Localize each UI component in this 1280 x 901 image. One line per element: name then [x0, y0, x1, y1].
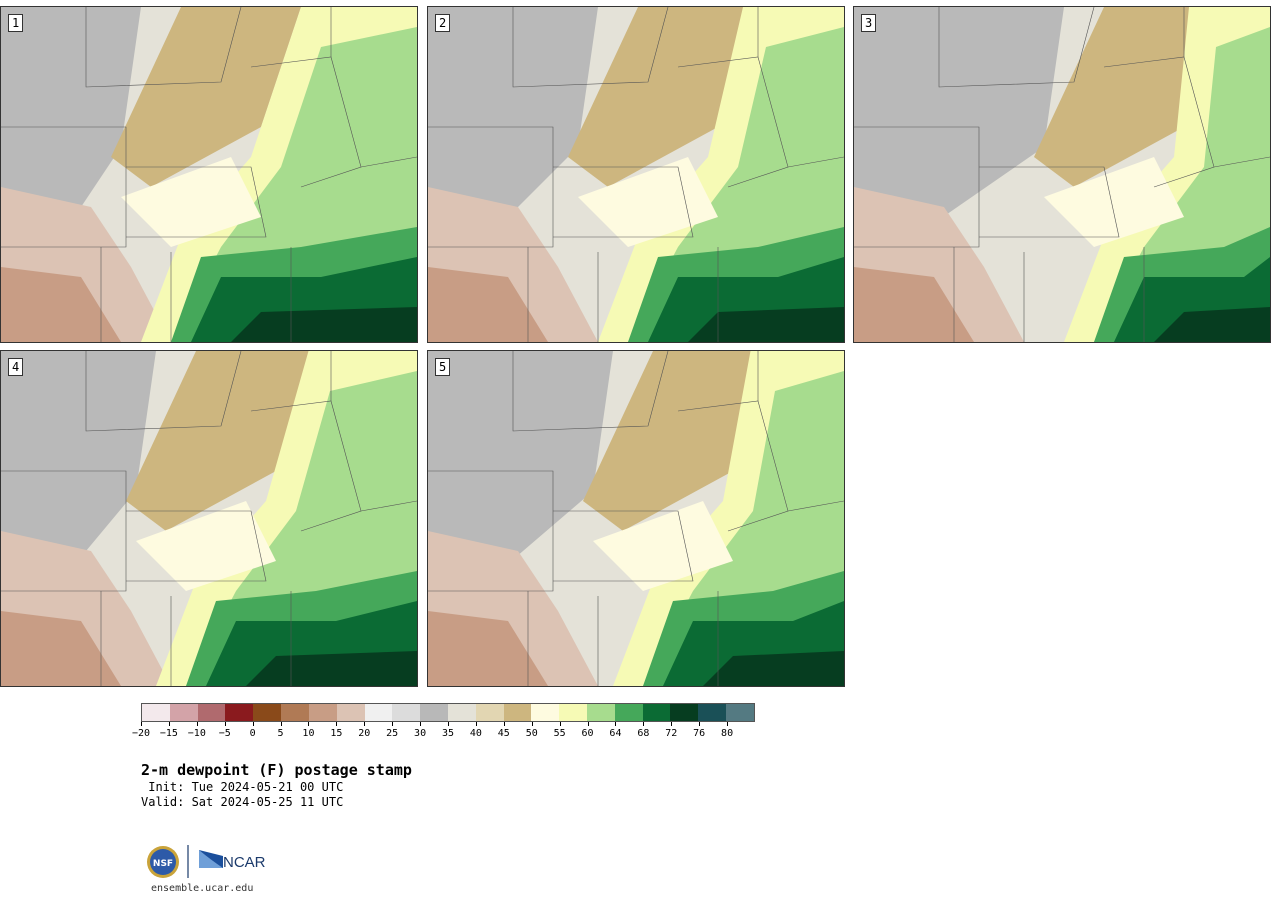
colorbar-tick-label: −20 [131, 728, 151, 739]
valid-time: Valid: Sat 2024-05-25 11 UTC [141, 795, 344, 809]
website-url: ensemble.ucar.edu [151, 883, 254, 894]
colorbar-tick-label: −5 [218, 728, 231, 739]
colorbar-swatch [225, 704, 254, 721]
colorbar-tick-label: 30 [414, 728, 427, 739]
svg-text:NSF: NSF [153, 859, 173, 869]
panel-label: 4 [8, 358, 24, 376]
colorbar-tick [336, 722, 338, 726]
colorbar-tick-label: 5 [277, 728, 284, 739]
colorbar-tick-label: 10 [302, 728, 315, 739]
colorbar-swatch [642, 704, 671, 721]
colorbar-tick [168, 722, 170, 726]
colorbar-tick-label: 40 [469, 728, 482, 739]
map-panel-1: 1 [0, 6, 418, 343]
colorbar-ticks: −20 −15 −10 −5 0 5 10 15 20 25 30 35 40 45 50 55 60 64 68 7… [132, 722, 755, 742]
colorbar-swatch [726, 704, 754, 721]
colorbar-swatch [475, 704, 504, 721]
colorbar-tick-label: 72 [665, 728, 678, 739]
panel-label: 1 [8, 14, 24, 32]
colorbar-tick-label: 15 [330, 728, 343, 739]
colorbar-swatch [559, 704, 587, 721]
map-panel-3: 3 [853, 6, 1271, 343]
colorbar-tick-label: 60 [581, 728, 594, 739]
colorbar-tick-label: 76 [693, 728, 706, 739]
colorbar-swatch [336, 704, 365, 721]
svg-text:NCAR: NCAR [223, 854, 266, 871]
colorbar-tick-label: 0 [249, 728, 256, 739]
colorbar-swatch [197, 704, 226, 721]
colorbar-tick-label: 68 [637, 728, 650, 739]
colorbar-tick-label: 55 [553, 728, 566, 739]
colorbar-tick-label: −15 [159, 728, 178, 739]
colorbar-swatch [392, 704, 421, 721]
plot-title: 2-m dewpoint (F) postage stamp [141, 761, 412, 779]
colorbar-swatch [614, 704, 643, 721]
colorbar-swatch [698, 704, 727, 721]
colorbar-swatch [281, 704, 309, 721]
colorbar-tick [503, 722, 505, 726]
colorbar-tick [671, 722, 673, 726]
colorbar-tick [252, 722, 254, 726]
colorbar-tick [587, 722, 589, 726]
colorbar-tick-label: 25 [386, 728, 399, 739]
colorbar-tick-label: −10 [187, 728, 206, 739]
colorbar [141, 703, 755, 722]
panel-label: 3 [861, 14, 877, 32]
colorbar-swatch [503, 704, 532, 721]
colorbar-tick [280, 722, 282, 726]
colorbar-tick [727, 722, 729, 726]
init-time: Init: Tue 2024-05-21 00 UTC [141, 780, 344, 794]
colorbar-tick [559, 722, 561, 726]
colorbar-tick-label: 50 [525, 728, 538, 739]
colorbar-swatch [420, 704, 448, 721]
colorbar-tick [448, 722, 449, 726]
panel-label: 5 [435, 358, 451, 376]
colorbar-tick [224, 722, 226, 726]
colorbar-tick-label: 80 [721, 728, 734, 739]
colorbar-tick [141, 722, 142, 726]
colorbar-swatch [308, 704, 337, 721]
colorbar-tick-label: 35 [441, 728, 455, 739]
colorbar-tick [392, 722, 394, 726]
colorbar-tick [643, 722, 645, 726]
colorbar-swatch [169, 704, 198, 721]
colorbar-tick [308, 722, 310, 726]
colorbar-tick [699, 722, 701, 726]
colorbar-swatch [670, 704, 699, 721]
colorbar-tick-label: 45 [497, 728, 510, 739]
colorbar-tick-label: 20 [358, 728, 371, 739]
colorbar-swatch [364, 704, 393, 721]
colorbar-tick [196, 722, 198, 726]
map-panel-5: 5 [427, 350, 845, 687]
colorbar-tick [615, 722, 617, 726]
nsf-ncar-logo: NSF NCAR [147, 845, 266, 878]
colorbar-swatch [587, 704, 615, 721]
map-panel-4: 4 [0, 350, 418, 687]
colorbar-tick [364, 722, 366, 726]
map-panel-2: 2 [427, 6, 845, 343]
colorbar-swatch [142, 704, 170, 721]
colorbar-swatch [447, 704, 476, 721]
colorbar-swatch [531, 704, 560, 721]
colorbar-tick [420, 722, 422, 726]
panel-label: 2 [435, 14, 451, 32]
colorbar-tick-label: 64 [609, 728, 622, 739]
colorbar-tick [531, 722, 533, 726]
colorbar-swatch [253, 704, 282, 721]
colorbar-tick [475, 722, 477, 726]
